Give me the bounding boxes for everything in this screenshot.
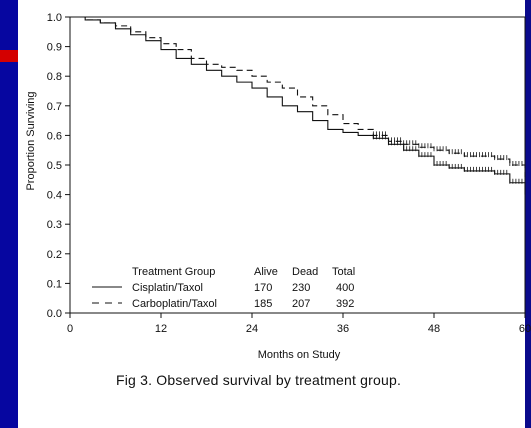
legend-header-cell: Alive: [254, 266, 278, 278]
legend-cell: 185: [254, 298, 272, 310]
x-tick-label: 60: [519, 323, 531, 335]
legend-cell: 207: [292, 298, 310, 310]
y-axis-label: Proportion Surviving: [25, 91, 37, 190]
legend-header-cell: Total: [332, 266, 355, 278]
x-tick-label: 48: [428, 323, 440, 335]
legend-cell: 400: [336, 282, 354, 294]
y-tick-label: 0.3: [47, 219, 62, 231]
slide-panel: [18, 0, 525, 428]
y-tick-label: 0.8: [47, 71, 62, 83]
y-tick-label: 0.2: [47, 249, 62, 261]
legend-cell: 392: [336, 298, 354, 310]
legend-cell: Carboplatin/Taxol: [132, 298, 217, 310]
x-axis-label: Months on Study: [258, 349, 341, 361]
red-accent-mark: [0, 50, 18, 62]
legend-cell: Cisplatin/Taxol: [132, 282, 203, 294]
left-accent-bar: [0, 0, 18, 428]
figure-caption: Fig 3. Observed survival by treatment gr…: [116, 372, 402, 388]
legend-cell: 230: [292, 282, 310, 294]
x-tick-label: 24: [246, 323, 258, 335]
survival-curve-cisplatin: [70, 16, 526, 195]
x-tick-label: 36: [337, 323, 349, 335]
y-tick-label: 0.0: [47, 308, 62, 320]
legend-header-cell: Treatment Group: [132, 266, 215, 278]
y-tick-label: 0.6: [47, 130, 62, 142]
survival-curve-carboplatin: [70, 16, 526, 177]
y-tick-label: 0.4: [47, 190, 62, 202]
legend-header-cell: Dead: [292, 266, 318, 278]
x-tick-label: 0: [67, 323, 73, 335]
x-tick-label: 12: [155, 323, 167, 335]
y-tick-label: 0.7: [47, 101, 62, 113]
y-tick-label: 1.0: [47, 12, 62, 24]
y-tick-label: 0.5: [47, 160, 62, 172]
y-tick-label: 0.1: [47, 278, 62, 290]
y-tick-label: 0.9: [47, 42, 62, 54]
legend-cell: 170: [254, 282, 272, 294]
